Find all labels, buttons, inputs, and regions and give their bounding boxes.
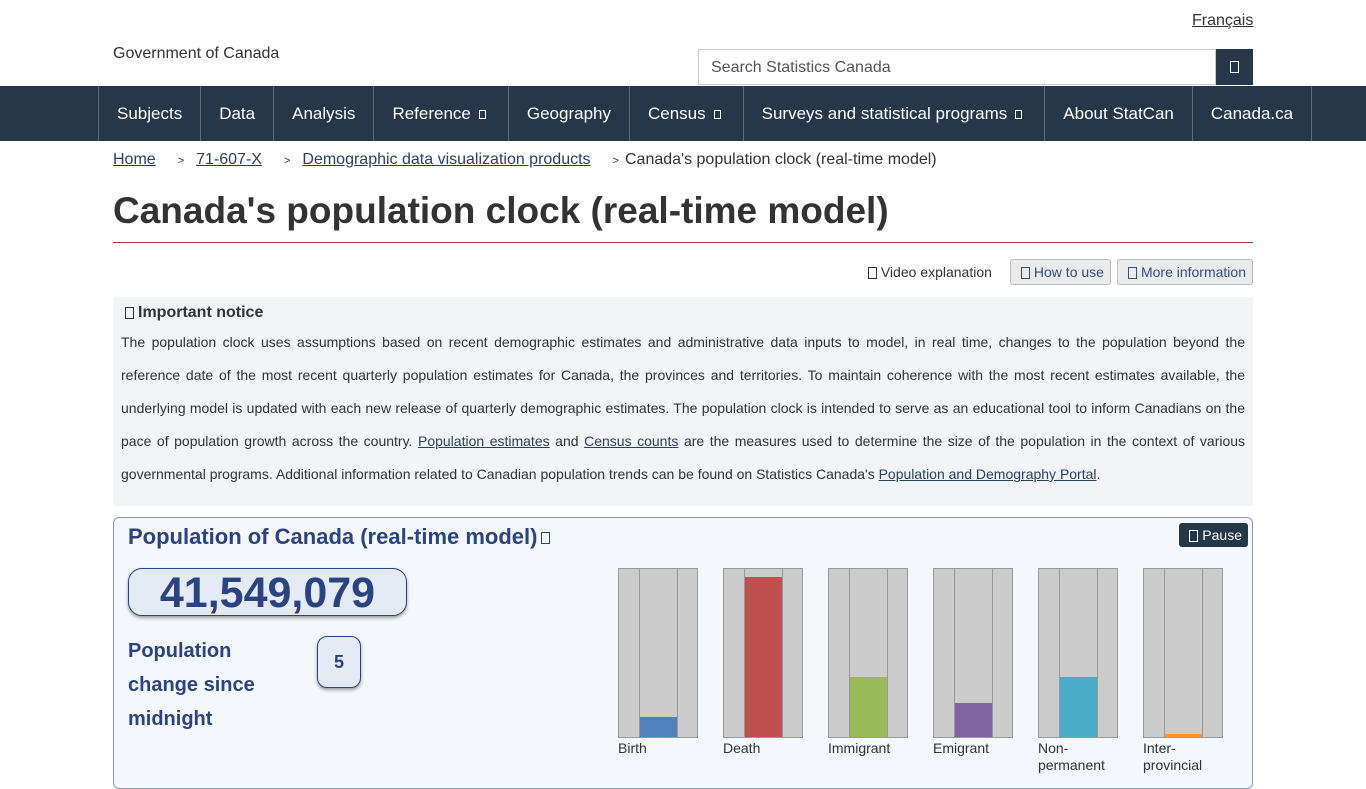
- video-link[interactable]: Video explanation: [864, 264, 992, 280]
- link[interactable]: Population and Demography Portal: [878, 466, 1097, 482]
- body: Français Government of Canada Search Sta…: [0, 12, 1366, 789]
- change-value: 5: [317, 636, 361, 688]
- gauge-column: [744, 569, 783, 737]
- breadcrumb-current: Canada's population clock (real-time mod…: [624, 151, 937, 168]
- button-label: How to use: [1033, 264, 1104, 280]
- pause-label: Pause: [1202, 527, 1242, 543]
- gauge-fill: [640, 716, 677, 737]
- notice-text: The population clock uses assumptions ba…: [121, 326, 1245, 491]
- notice-heading-text: Important notice: [138, 304, 264, 321]
- search-button[interactable]: [1216, 49, 1253, 85]
- breadcrumb: Home >71-607-X > Demographic data visualiza…: [113, 151, 937, 171]
- gauge-label: Emigrant: [933, 740, 990, 756]
- gauge-fill: [1060, 676, 1097, 737]
- gauge-column: [639, 569, 678, 737]
- gauge-column: [849, 569, 888, 737]
- nav-item[interactable]: Reference: [373, 86, 507, 141]
- menu-icon: [478, 110, 486, 120]
- gauge-fill: [955, 703, 992, 737]
- text: The population clock uses assumptions ba…: [121, 334, 1245, 449]
- nav-label: Reference: [392, 104, 471, 123]
- breadcrumb-link[interactable]: Demographic data visualization products: [302, 151, 591, 168]
- population-counter: 41,549,079: [128, 568, 407, 617]
- language-link[interactable]: Français: [1192, 12, 1254, 29]
- nav-label: Census: [648, 104, 706, 123]
- gauge: [1143, 568, 1223, 738]
- gauge: [828, 568, 908, 738]
- text: are the measures used to determine the s…: [121, 433, 1246, 482]
- pause-button[interactable]: Pause: [1179, 523, 1248, 547]
- nav-item[interactable]: Subjects: [98, 86, 200, 141]
- nav-item[interactable]: Analysis: [273, 86, 373, 141]
- gauge: [1038, 568, 1118, 738]
- nav-item[interactable]: About StatCan: [1044, 86, 1192, 141]
- gauge-label: Inter-provincial: [1143, 740, 1203, 773]
- actions: Video explanation How to use More inform…: [864, 259, 1253, 285]
- separator: >: [177, 155, 185, 167]
- nav-item[interactable]: Canada.ca: [1191, 86, 1313, 141]
- separator: >: [283, 155, 291, 167]
- clock-title: Population of Canada (real-time model): [128, 524, 554, 550]
- gauge-label: Non-permanent: [1038, 740, 1105, 773]
- change-label: Population change since midnight: [128, 640, 255, 730]
- gauge-label: Death: [723, 740, 761, 756]
- how-to-use-button[interactable]: How to use: [1009, 259, 1111, 285]
- nav-label: Analysis: [292, 104, 356, 123]
- breadcrumb-link[interactable]: 71-607-X: [196, 151, 262, 168]
- nav-label: Surveys and statistical programs: [761, 104, 1008, 123]
- notice-heading: Important notice: [121, 304, 1245, 322]
- text: and: [555, 433, 579, 449]
- more-info-button[interactable]: More information: [1116, 259, 1253, 285]
- gauge-column: [954, 569, 993, 737]
- link[interactable]: Census counts: [584, 433, 679, 449]
- gauge-label: Immigrant: [828, 740, 891, 756]
- video-label: Video explanation: [880, 264, 992, 280]
- gauge-fill: [745, 577, 782, 737]
- menu-icon: [1015, 110, 1023, 120]
- gauge-column: [1164, 569, 1203, 737]
- text: .: [1096, 466, 1101, 482]
- notice: Important notice The population clock us…: [113, 297, 1253, 506]
- nav-item[interactable]: Data: [200, 86, 273, 141]
- breadcrumb-link[interactable]: Home: [113, 151, 156, 168]
- gauge-column: [1059, 569, 1098, 737]
- gauge-fill: [1165, 733, 1202, 737]
- page-title: Canada's population clock (real-time mod…: [113, 190, 1253, 243]
- button-label: More information: [1140, 264, 1246, 280]
- nav-item[interactable]: Geography: [507, 86, 629, 141]
- gauge-fill: [850, 676, 887, 737]
- gauge: [933, 568, 1013, 738]
- clock-panel: Population of Canada (real-time model) P…: [113, 517, 1253, 789]
- nav-label: About StatCan: [1063, 104, 1174, 123]
- gauge: [723, 568, 803, 738]
- nav-item[interactable]: Surveys and statistical programs: [742, 86, 1045, 141]
- gauge-label: Birth: [618, 740, 647, 756]
- nav-label: Canada.ca: [1210, 104, 1294, 123]
- nav-bar: Subjects Data Analysis Reference Geography Ce…: [0, 86, 1366, 141]
- gauge: [618, 568, 698, 738]
- nav-label: Data: [219, 104, 256, 123]
- search-input[interactable]: Search Statistics Canada: [698, 49, 1216, 85]
- clock-title-text: Population of Canada (real-time model): [128, 524, 538, 549]
- page: Canada's population clock {"header": {"l…: [0, 12, 1366, 789]
- separator: >: [612, 155, 619, 167]
- nav-label: Geography: [526, 104, 611, 123]
- link[interactable]: Population estimates: [417, 433, 550, 449]
- search-icon: [1230, 60, 1239, 73]
- menu-icon: [713, 110, 721, 120]
- nav-label: Subjects: [117, 104, 183, 123]
- nav-item[interactable]: Census: [629, 86, 743, 141]
- logo[interactable]: Government of Canada: [113, 45, 280, 62]
